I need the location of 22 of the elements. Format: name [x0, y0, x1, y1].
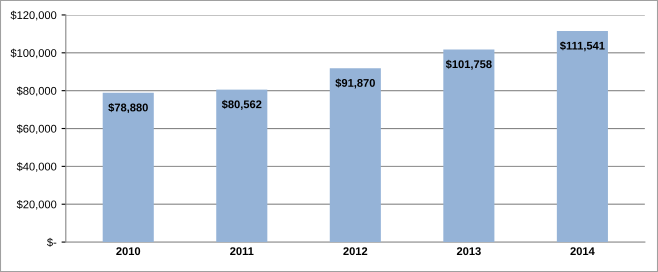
y-tick-label: $60,000	[16, 124, 56, 134]
y-tick-label: $80,000	[16, 86, 56, 96]
bar	[330, 68, 381, 242]
x-tick-label: 2013	[456, 247, 481, 256]
y-tick-label: $-	[47, 238, 56, 247]
data-label: $91,870	[335, 78, 375, 88]
x-tick-label: 2014	[570, 247, 595, 256]
data-label: $111,541	[560, 41, 605, 52]
data-label: $78,880	[108, 103, 148, 114]
y-tick-label: $20,000	[16, 200, 56, 210]
bar	[102, 92, 154, 242]
data-label: $80,562	[222, 100, 262, 110]
x-tick-label: 2011	[230, 247, 254, 256]
y-tick-label: $120,000	[10, 10, 56, 20]
y-tick-label: $100,000	[10, 48, 56, 58]
bar	[556, 30, 608, 242]
y-tick-label: $40,000	[16, 162, 56, 172]
data-label: $101,758	[446, 60, 492, 70]
x-tick-label: 2012	[343, 247, 368, 256]
bar	[216, 90, 268, 242]
x-tick-label: 2010	[116, 247, 140, 256]
bar	[443, 49, 494, 242]
